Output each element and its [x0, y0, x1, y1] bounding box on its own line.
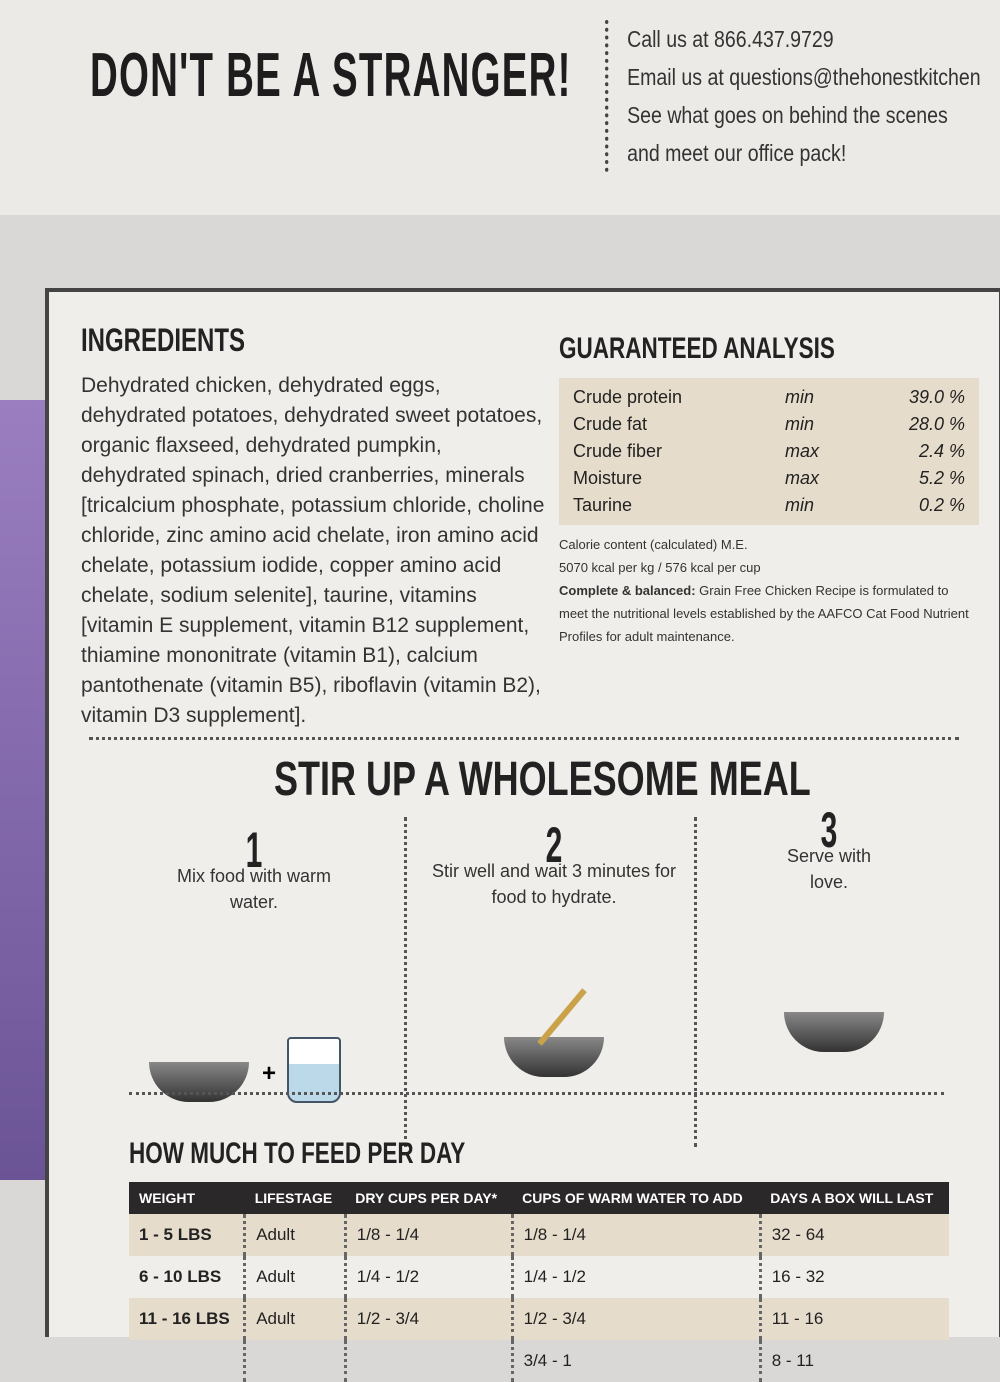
step-number: 3 [820, 802, 838, 858]
table-row: 6 - 10 LBS Adult 1/4 - 1/2 1/4 - 1/2 16 - 32 [129, 1256, 949, 1298]
analysis-row: Moisture max 5.2 % [573, 465, 965, 492]
cell: 1/4 - 1/2 [343, 1256, 513, 1298]
nutrient-value: 28.0 % [908, 414, 965, 434]
cell: 1 - 5 LBS [129, 1214, 245, 1256]
column-header: DAYS A BOX WILL LAST [760, 1182, 949, 1214]
cell: 3/4 - 1 [510, 1340, 761, 1382]
cell: 1/2 - 3/4 [343, 1298, 513, 1340]
step-number: 1 [245, 822, 263, 878]
calorie-info: Calorie content (calculated) M.E. 5070 k… [559, 533, 979, 648]
step-2: 2 Stir well and wait 3 minutes for food … [424, 817, 684, 910]
cell: 1/2 - 3/4 [510, 1298, 761, 1340]
analysis-table: Crude protein min 39.0 % Crude fat min 28.0 … [559, 378, 979, 525]
cell [129, 1340, 245, 1382]
cell: 16 - 32 [758, 1256, 949, 1298]
dotted-divider [89, 737, 959, 740]
table-header-row: WEIGHT LIFESTAGE DRY CUPS PER DAY* CUPS … [129, 1182, 949, 1214]
cell: 1/8 - 1/4 [343, 1214, 513, 1256]
cell: 1/4 - 1/2 [510, 1256, 761, 1298]
ingredients-section: INGREDIENTS Dehydrated chicken, dehydrat… [81, 322, 551, 731]
nutrient-qualifier: min [785, 387, 815, 407]
cell [343, 1340, 513, 1382]
step-text: Mix food with warm water. [176, 866, 332, 912]
analysis-row: Crude fiber max 2.4 % [573, 438, 965, 465]
cell: 32 - 64 [758, 1214, 949, 1256]
dotted-divider [404, 817, 407, 1147]
nutrient-name: Crude fiber [573, 441, 663, 461]
feeding-table: WEIGHT LIFESTAGE DRY CUPS PER DAY* CUPS … [129, 1182, 949, 1382]
ingredients-title: INGREDIENTS [81, 322, 246, 358]
analysis-row: Crude fat min 28.0 % [573, 411, 965, 438]
guaranteed-analysis: GUARANTEED ANALYSIS Crude protein min 39.0… [559, 332, 979, 648]
column-header: WEIGHT [129, 1182, 245, 1214]
cell: 11 - 16 LBS [129, 1298, 245, 1340]
dotted-divider [694, 817, 697, 1147]
info-panel: INGREDIENTS Dehydrated chicken, dehydrat… [45, 288, 1000, 1382]
cell: Adult [243, 1256, 346, 1298]
nutrient-value: 0.2 % [918, 495, 965, 515]
box-top-flap: DON'T BE A STRANGER! Call us at 866.437.… [0, 0, 1000, 215]
nutrient-qualifier: max [785, 441, 820, 461]
analysis-title: GUARANTEED ANALYSIS [559, 332, 835, 365]
step-1: 1 Mix food with warm water. [169, 822, 339, 915]
feeding-title: HOW MUCH TO FEED PER DAY [129, 1137, 466, 1170]
nutrient-qualifier: min [785, 414, 815, 434]
nutrient-value: 39.0 % [908, 387, 965, 407]
contact-info: Call us at 866.437.9729 Email us at ques… [605, 20, 981, 172]
stirring-bowl-icon [504, 1037, 604, 1077]
column-header: CUPS OF WARM WATER TO ADD [512, 1182, 761, 1214]
meal-title: STIR UP A WHOLESOME MEAL [274, 753, 811, 806]
nutrient-value: 2.4 % [918, 441, 965, 461]
nutrient-name: Crude protein [573, 387, 683, 407]
food-bowl-icon [149, 1062, 249, 1102]
cell: 1/8 - 1/4 [510, 1214, 761, 1256]
cell: Adult [243, 1214, 346, 1256]
step-text: Stir well and wait 3 minutes for food to… [431, 861, 677, 907]
cell: Adult [243, 1298, 346, 1340]
contact-line: and meet our office pack! [627, 140, 847, 166]
served-bowl-icon [784, 1012, 884, 1052]
table-row: 11 - 16 LBS Adult 1/2 - 3/4 1/2 - 3/4 11 - 1… [129, 1298, 949, 1340]
cell [243, 1340, 346, 1382]
headline: DON'T BE A STRANGER! [90, 41, 572, 110]
calorie-value: 5070 kcal per kg / 576 kcal per cup [559, 560, 761, 575]
nutrient-name: Moisture [573, 468, 643, 488]
column-header: DRY CUPS PER DAY* [345, 1182, 513, 1214]
ingredients-text: Dehydrated chicken, dehydrated eggs, deh… [81, 374, 545, 727]
analysis-row: Taurine min 0.2 % [573, 492, 965, 519]
contact-phone: Call us at 866.437.9729 [627, 26, 834, 52]
column-header: LIFESTAGE [244, 1182, 346, 1214]
cell: 6 - 10 LBS [139, 1267, 222, 1286]
nutrient-qualifier: max [785, 468, 820, 488]
contact-email: Email us at questions@thehonestkitchen [627, 64, 981, 90]
plus-sign: + [262, 1060, 277, 1087]
cell: 11 - 16 [758, 1298, 949, 1340]
balanced-label: Complete & balanced: [559, 583, 696, 598]
cell: 8 - 11 [758, 1340, 949, 1382]
analysis-row: Crude protein min 39.0 % [573, 384, 965, 411]
dotted-divider [129, 1092, 944, 1095]
step-text: Serve with love. [786, 846, 872, 892]
nutrient-qualifier: min [785, 495, 815, 515]
nutrient-name: Taurine [573, 495, 633, 515]
nutrient-value: 5.2 % [918, 468, 965, 488]
contact-line: See what goes on behind the scenes [627, 102, 948, 128]
step-3: 3 Serve with love. [769, 802, 889, 895]
step-number: 2 [545, 817, 563, 873]
balanced-text: Grain Free Chicken Recipe is formulated … [559, 583, 969, 644]
calorie-label: Calorie content (calculated) M.E. [559, 537, 748, 552]
nutrient-name: Crude fat [573, 414, 648, 434]
table-row: 1 - 5 LBS Adult 1/8 - 1/4 1/8 - 1/4 32 - 64 [129, 1214, 949, 1256]
